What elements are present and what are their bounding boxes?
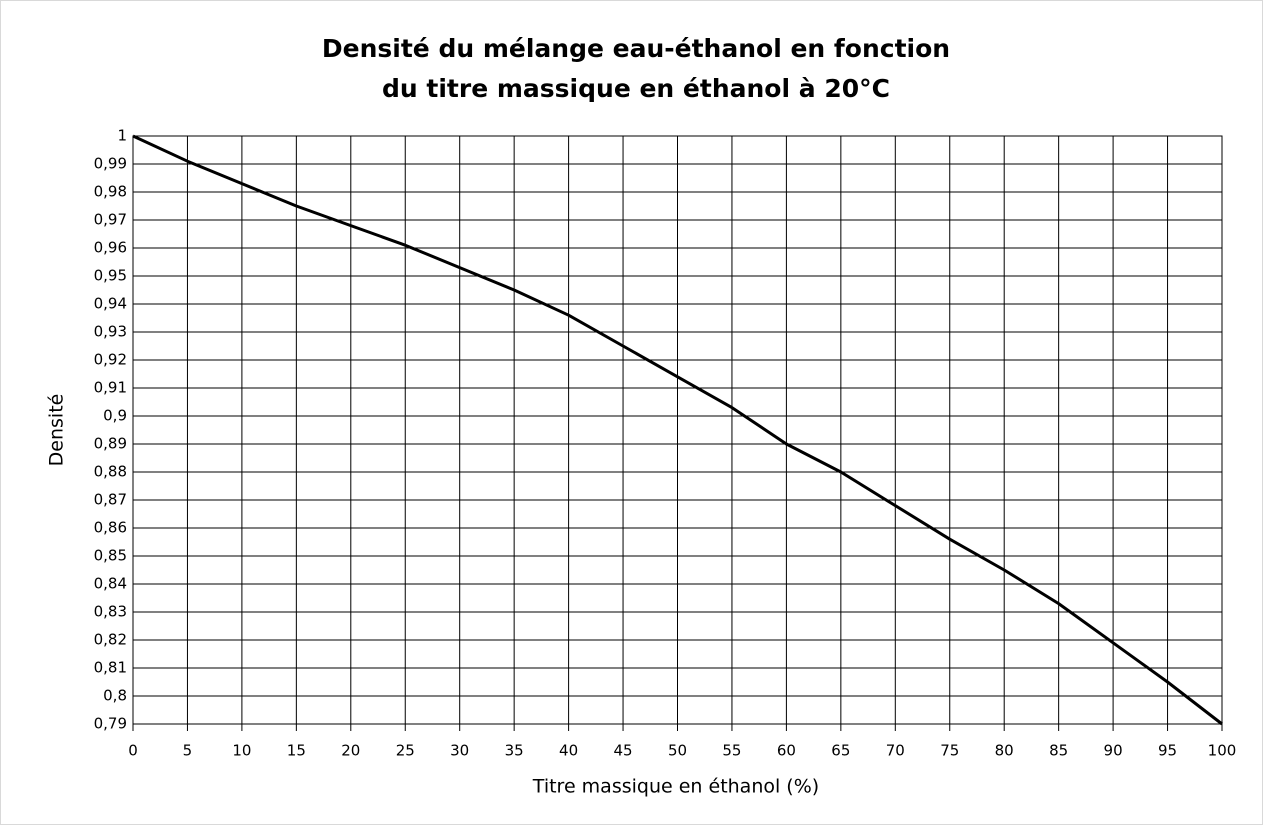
y-tick-label: 1 [117, 127, 127, 145]
plot-border [132, 135, 1223, 725]
chart-title: du titre massique en éthanol à 20°C [382, 74, 890, 103]
y-tick-label: 0,81 [94, 659, 127, 677]
x-tick-label: 35 [505, 742, 524, 760]
x-tick-label: 45 [614, 742, 633, 760]
y-tick-label: 0,98 [94, 183, 127, 201]
y-tick-label: 0,88 [94, 463, 127, 481]
y-tick-label: 0,9 [103, 407, 127, 425]
y-tick-label: 0,89 [94, 435, 127, 453]
y-tick-label: 0,85 [94, 547, 127, 565]
x-tick-label: 30 [450, 742, 469, 760]
x-tick-label: 50 [668, 742, 687, 760]
x-tick-label: 10 [232, 742, 251, 760]
y-tick-label: 0,8 [103, 687, 127, 705]
x-tick-label: 5 [183, 742, 193, 760]
x-tick-label: 70 [886, 742, 905, 760]
y-tick-label: 0,86 [94, 519, 127, 537]
x-tick-label: 90 [1104, 742, 1123, 760]
x-tick-label: 85 [1049, 742, 1068, 760]
y-tick-label: 0,99 [94, 155, 127, 173]
y-tick-label: 0,84 [94, 575, 127, 593]
x-tick-label: 100 [1208, 742, 1237, 760]
chart-title: Densité du mélange eau-éthanol en foncti… [322, 34, 950, 63]
y-tick-label: 0,94 [94, 295, 127, 313]
y-tick-label: 0,92 [94, 351, 127, 369]
data-line [132, 134, 1223, 726]
y-tick-label: 0,97 [94, 211, 127, 229]
y-tick-label: 0,96 [94, 239, 127, 257]
x-tick-label: 20 [341, 742, 360, 760]
x-tick-label: 80 [995, 742, 1014, 760]
y-tick-label: 0,82 [94, 631, 127, 649]
x-tick-label: 65 [831, 742, 850, 760]
y-tick-label: 0,83 [94, 603, 127, 621]
x-tick-label: 55 [722, 742, 741, 760]
x-tick-label: 60 [777, 742, 796, 760]
y-tick-label: 0,91 [94, 379, 127, 397]
y-tick-label: 0,87 [94, 491, 127, 509]
x-tick-label: 40 [559, 742, 578, 760]
x-tick-label: 95 [1158, 742, 1177, 760]
x-tick-label: 75 [940, 742, 959, 760]
x-axis-label: Titre massique en éthanol (%) [532, 776, 819, 798]
x-tick-label: 25 [396, 742, 415, 760]
y-tick-label: 0,79 [94, 715, 127, 733]
y-axis-label: Densité [46, 394, 68, 467]
y-tick-label: 0,95 [94, 267, 127, 285]
y-tick-label: 0,93 [94, 323, 127, 341]
x-tick-label: 15 [287, 742, 306, 760]
x-tick-label: 0 [128, 742, 138, 760]
